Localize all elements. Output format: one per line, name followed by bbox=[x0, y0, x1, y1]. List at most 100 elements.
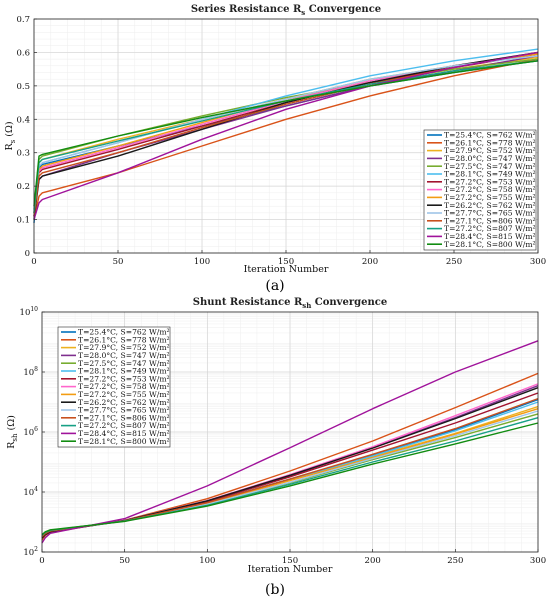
y-axis-label-subscript: sh bbox=[11, 433, 19, 442]
y-axis-label-tail: (Ω) bbox=[4, 121, 15, 139]
legend-label: T=28.1°C, S=749 W/m² bbox=[444, 170, 536, 179]
y-tick-label: 1010 bbox=[20, 306, 39, 318]
series-line-15 bbox=[33, 60, 539, 207]
panel-caption: (b) bbox=[265, 582, 285, 598]
y-tick-label: 106 bbox=[23, 426, 38, 438]
legend-label: T=28.1°C, S=749 W/m² bbox=[78, 367, 170, 376]
y-tick-label: 104 bbox=[23, 486, 38, 498]
series-lines bbox=[33, 48, 539, 223]
y-axis-label-main: R bbox=[4, 143, 15, 151]
x-tick-label: 100 bbox=[199, 556, 215, 566]
legend: T=25.4°C, S=762 W/m²T=26.1°C, S=778 W/m²… bbox=[423, 129, 537, 251]
y-tick-label: 0.4 bbox=[16, 115, 30, 125]
chart-title-subscript: sh bbox=[302, 301, 311, 310]
legend-label: T=25.4°C, S=762 W/m² bbox=[78, 328, 170, 337]
y-tick-label-base: 0.3 bbox=[16, 149, 30, 159]
legend-label: T=27.2°C, S=758 W/m² bbox=[78, 382, 170, 391]
y-axis-label-tail: (Ω) bbox=[6, 415, 17, 433]
y-axis-label-main: R bbox=[6, 441, 17, 449]
y-tick-label: 0.1 bbox=[16, 216, 30, 226]
y-tick-label-exponent: 10 bbox=[30, 306, 38, 313]
x-tick-label: 50 bbox=[113, 257, 124, 267]
legend-label: T=25.4°C, S=762 W/m² bbox=[444, 131, 536, 140]
series-line-14 bbox=[41, 340, 539, 544]
legend-label: T=28.0°C, S=747 W/m² bbox=[444, 154, 536, 163]
y-tick-label-base: 0.6 bbox=[16, 48, 30, 58]
y-tick-label: 0.5 bbox=[16, 82, 30, 92]
y-tick-label-base: 0 bbox=[25, 249, 30, 259]
legend-label: T=27.2°C, S=807 W/m² bbox=[444, 224, 536, 233]
x-tick-label: 250 bbox=[446, 257, 462, 267]
x-tick-label: 300 bbox=[530, 257, 546, 267]
x-tick-label: 250 bbox=[447, 556, 463, 566]
legend-box bbox=[423, 129, 537, 251]
series-line-10 bbox=[33, 51, 539, 220]
chart-panel-2: 0 50 100 150 200 250 3001021041061081010Shunt … bbox=[6, 297, 546, 598]
legend-label: T=28.1°C, S=800 W/m² bbox=[78, 437, 170, 446]
chart-title: Series Resistance Rs Convergence bbox=[191, 4, 381, 17]
chart-title-main: Series Resistance R bbox=[191, 4, 302, 15]
y-tick-label-base: 10 bbox=[23, 488, 34, 498]
x-tick-label: 150 bbox=[282, 556, 298, 566]
legend-label: T=28.4°C, S=815 W/m² bbox=[444, 232, 536, 241]
y-tick-label-base: 0.2 bbox=[16, 182, 30, 192]
legend-label: T=27.1°C, S=806 W/m² bbox=[78, 413, 170, 422]
x-tick-label: 150 bbox=[278, 257, 294, 267]
y-tick-label: 0 bbox=[25, 249, 30, 259]
series-line-12 bbox=[41, 397, 539, 538]
series-line-15 bbox=[41, 422, 539, 536]
x-tick-label: 100 bbox=[194, 257, 210, 267]
y-tick-label-base: 0.7 bbox=[16, 15, 30, 25]
legend-label: T=27.2°C, S=753 W/m² bbox=[444, 177, 536, 186]
legend-label: T=27.5°C, S=747 W/m² bbox=[444, 162, 536, 171]
y-tick-label-base: 10 bbox=[23, 368, 34, 378]
y-tick-label-base: 10 bbox=[20, 308, 31, 318]
legend-label: T=27.2°C, S=807 W/m² bbox=[78, 421, 170, 430]
series-lines bbox=[41, 340, 539, 544]
x-tick-label: 300 bbox=[530, 556, 546, 566]
legend-label: T=27.2°C, S=755 W/m² bbox=[444, 193, 536, 202]
y-tick-label: 0.3 bbox=[16, 149, 30, 159]
chart-panel-1: 0 50 100 150 200 250 300 0 0.1 0.2 0.3 0.4 0.5 0.6 0.7… bbox=[4, 4, 546, 294]
legend-label: T=27.2°C, S=755 W/m² bbox=[78, 390, 170, 399]
legend-label: T=26.1°C, S=778 W/m² bbox=[444, 138, 536, 147]
legend-label: T=26.1°C, S=778 W/m² bbox=[78, 335, 170, 344]
legend-box bbox=[57, 326, 171, 448]
legend-label: T=28.1°C, S=800 W/m² bbox=[444, 240, 536, 249]
y-tick-label-base: 0.5 bbox=[16, 82, 30, 92]
y-tick-label-exponent: 6 bbox=[34, 426, 38, 433]
y-tick-label-exponent: 4 bbox=[34, 486, 38, 493]
y-tick-label: 0.2 bbox=[16, 182, 30, 192]
y-tick-label: 102 bbox=[23, 546, 38, 558]
series-line-14 bbox=[33, 51, 539, 220]
x-tick-label: 0 bbox=[31, 257, 36, 267]
y-axis-label-subscript: s bbox=[9, 139, 17, 143]
legend-label: T=27.7°C, S=765 W/m² bbox=[78, 406, 170, 415]
legend: T=25.4°C, S=762 W/m²T=26.1°C, S=778 W/m²… bbox=[57, 326, 171, 448]
y-tick-label-exponent: 2 bbox=[34, 546, 38, 553]
legend-label: T=27.5°C, S=747 W/m² bbox=[78, 359, 170, 368]
legend-label: T=27.9°C, S=752 W/m² bbox=[78, 343, 170, 352]
legend-label: T=27.1°C, S=806 W/m² bbox=[444, 216, 536, 225]
legend-label: T=27.2°C, S=753 W/m² bbox=[78, 374, 170, 383]
y-tick-label-base: 0.1 bbox=[16, 216, 30, 226]
y-axis-label: Rs (Ω) bbox=[4, 121, 17, 150]
legend-label: T=27.7°C, S=765 W/m² bbox=[444, 209, 536, 218]
legend-label: T=26.2°C, S=762 W/m² bbox=[444, 201, 536, 210]
y-tick-label: 108 bbox=[23, 366, 38, 378]
legend-label: T=27.2°C, S=758 W/m² bbox=[444, 185, 536, 194]
legend-label: T=27.9°C, S=752 W/m² bbox=[444, 146, 536, 155]
x-axis-label: Iteration Number bbox=[244, 264, 329, 275]
legend-label: T=26.2°C, S=762 W/m² bbox=[78, 398, 170, 407]
chart-title-tail: Convergence bbox=[305, 4, 381, 15]
y-axis-label: Rsh (Ω) bbox=[6, 415, 19, 449]
y-tick-label: 0.6 bbox=[16, 48, 30, 58]
x-tick-label: 50 bbox=[119, 556, 130, 566]
chart-title: Shunt Resistance Rsh Convergence bbox=[193, 297, 387, 310]
panel-caption: (a) bbox=[265, 278, 284, 294]
chart-title-main: Shunt Resistance R bbox=[193, 297, 303, 308]
chart-title-tail: Convergence bbox=[311, 297, 387, 308]
y-tick-label: 0.7 bbox=[16, 15, 30, 25]
legend-label: T=28.0°C, S=747 W/m² bbox=[78, 351, 170, 360]
